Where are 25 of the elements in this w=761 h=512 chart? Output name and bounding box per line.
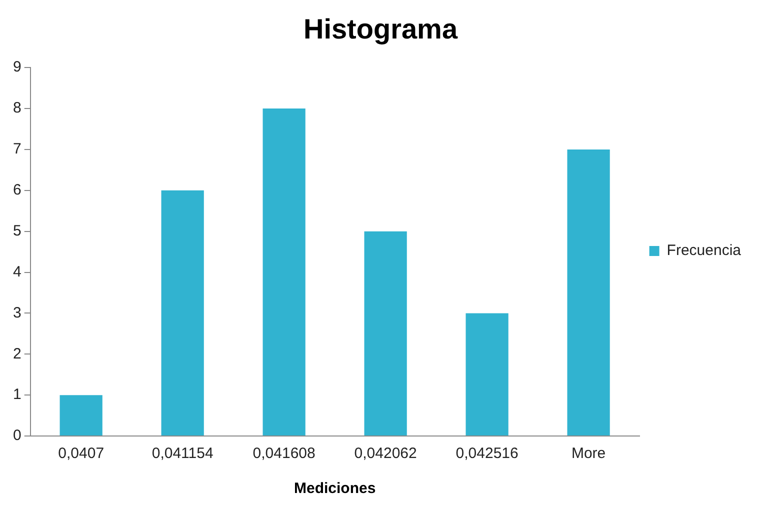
x-tick-label: 0,041154 — [152, 445, 214, 462]
x-tick-label: More — [571, 445, 606, 462]
x-tick-label: 0,042062 — [354, 445, 417, 462]
bar — [466, 313, 508, 436]
x-tick-label: 0,0407 — [58, 445, 104, 462]
bar — [567, 149, 610, 436]
y-tick-label: 8 — [13, 100, 22, 117]
y-tick-label: 0 — [13, 427, 22, 444]
y-tick-label: 3 — [13, 304, 22, 322]
y-tick-label: 4 — [13, 263, 22, 280]
bar — [161, 190, 204, 436]
bar — [262, 108, 306, 436]
y-tick-label: 7 — [13, 140, 22, 158]
x-axis-title: Mediciones — [294, 480, 376, 498]
y-tick-label: 2 — [13, 345, 22, 362]
bar — [364, 231, 407, 436]
y-tick-label: 6 — [13, 182, 22, 199]
y-tick-label: 9 — [13, 58, 22, 76]
legend-label: Frecuencia — [666, 242, 742, 260]
x-tick-label: 0,041608 — [252, 445, 316, 462]
bar — [60, 395, 102, 436]
x-tick-label: 0,042516 — [456, 445, 518, 462]
y-tick-label: 5 — [13, 222, 22, 240]
chart-title: Histograma — [303, 14, 458, 45]
y-tick-label: 1 — [13, 386, 22, 404]
